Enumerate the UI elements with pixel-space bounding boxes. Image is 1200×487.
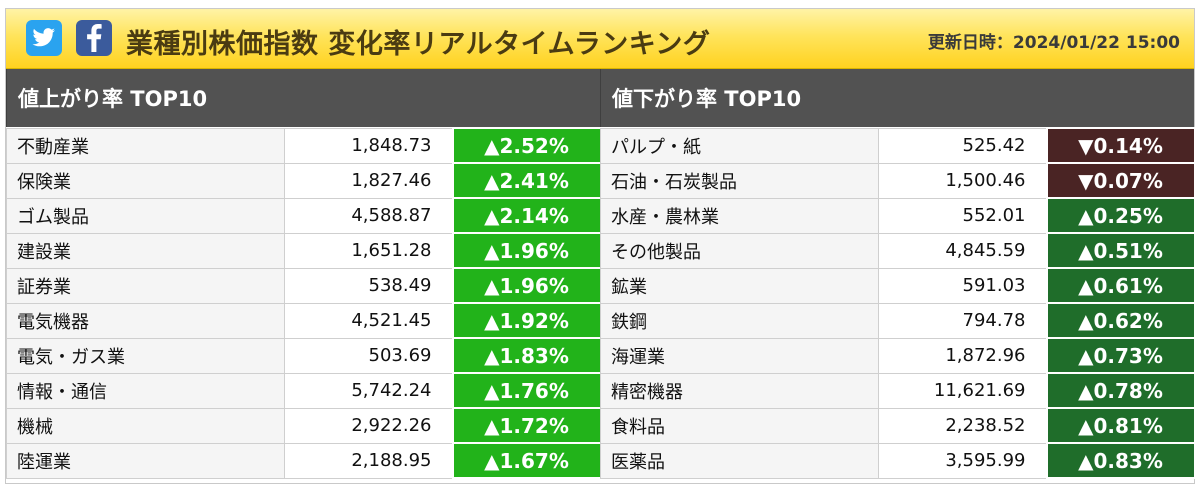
table-row: 水産・農林業 552.01 ▲0.25% — [600, 197, 1196, 234]
index-value: 2,238.52 — [878, 407, 1047, 444]
change-rate-badge: ▲0.78% — [1045, 372, 1196, 409]
page-title: 業種別株価指数 変化率リアルタイムランキング — [126, 29, 711, 60]
table-row: 陸運業 2,188.95 ▲1.67% — [6, 442, 602, 479]
index-value: 1,500.46 — [878, 162, 1047, 199]
sector-name: 電気機器 — [6, 302, 285, 339]
index-value: 1,872.96 — [878, 337, 1047, 374]
index-value: 1,827.46 — [284, 162, 453, 199]
sector-name: 鉱業 — [600, 267, 879, 304]
losers-heading: 値下がり率 TOP10 — [600, 69, 1194, 127]
table-row: 電気・ガス業 503.69 ▲1.83% — [6, 337, 602, 374]
index-value: 4,521.45 — [284, 302, 453, 339]
sector-name: パルプ・紙 — [600, 127, 879, 164]
table-row: 電気機器 4,521.45 ▲1.92% — [6, 302, 602, 339]
change-rate-badge: ▼0.14% — [1045, 127, 1196, 164]
facebook-icon — [87, 24, 102, 52]
index-value: 525.42 — [878, 127, 1047, 164]
index-value: 552.01 — [878, 197, 1047, 234]
table-row: パルプ・紙 525.42 ▼0.14% — [600, 127, 1196, 164]
table-row: 不動産業 1,848.73 ▲2.52% — [6, 127, 602, 164]
twitter-share-button[interactable] — [26, 20, 62, 56]
table-row: 建設業 1,651.28 ▲1.96% — [6, 232, 602, 269]
index-value: 4,588.87 — [284, 197, 453, 234]
change-rate-badge: ▲2.14% — [451, 197, 602, 234]
sector-name: 鉄鋼 — [600, 302, 879, 339]
index-value: 4,845.59 — [878, 232, 1047, 269]
sector-name: ゴム製品 — [6, 197, 285, 234]
table-row: その他製品 4,845.59 ▲0.51% — [600, 232, 1196, 269]
index-value: 1,848.73 — [284, 127, 453, 164]
sector-name: 機械 — [6, 407, 285, 444]
change-rate-badge: ▲2.52% — [451, 127, 602, 164]
sector-name: 陸運業 — [6, 442, 285, 479]
sector-name: 証券業 — [6, 267, 285, 304]
title-bar: 業種別株価指数 変化率リアルタイムランキング 更新日時：2024/01/22 1… — [6, 9, 1194, 69]
index-value: 538.49 — [284, 267, 453, 304]
sector-name: 保険業 — [6, 162, 285, 199]
gainers-table: 不動産業 1,848.73 ▲2.52% 保険業 1,827.46 ▲2.41% ゴム製品 4… — [6, 127, 602, 479]
table-row: 証券業 538.49 ▲1.96% — [6, 267, 602, 304]
change-rate-badge: ▲0.73% — [1045, 337, 1196, 374]
sector-name: 石油・石炭製品 — [600, 162, 879, 199]
index-value: 794.78 — [878, 302, 1047, 339]
gainers-heading: 値上がり率 TOP10 — [6, 69, 600, 127]
change-rate-badge: ▲1.96% — [451, 232, 602, 269]
table-row: 石油・石炭製品 1,500.46 ▼0.07% — [600, 162, 1196, 199]
change-rate-badge: ▼0.07% — [1045, 162, 1196, 199]
index-value: 1,651.28 — [284, 232, 453, 269]
change-rate-badge: ▲1.92% — [451, 302, 602, 339]
table-row: 情報・通信 5,742.24 ▲1.76% — [6, 372, 602, 409]
table-row: 精密機器 11,621.69 ▲0.78% — [600, 372, 1196, 409]
sector-name: 電気・ガス業 — [6, 337, 285, 374]
updated-timestamp: 更新日時：2024/01/22 15:00 — [927, 33, 1180, 53]
change-rate-badge: ▲0.83% — [1045, 442, 1196, 479]
losers-table: パルプ・紙 525.42 ▼0.14% 石油・石炭製品 1,500.46 ▼0.07% 水産… — [600, 127, 1196, 479]
index-value: 503.69 — [284, 337, 453, 374]
sector-name: 食料品 — [600, 407, 879, 444]
sector-name: 建設業 — [6, 232, 285, 269]
index-value: 2,188.95 — [284, 442, 453, 479]
sector-name: その他製品 — [600, 232, 879, 269]
index-value: 2,922.26 — [284, 407, 453, 444]
index-value: 5,742.24 — [284, 372, 453, 409]
table-row: 食料品 2,238.52 ▲0.81% — [600, 407, 1196, 444]
sector-name: 海運業 — [600, 337, 879, 374]
facebook-share-button[interactable] — [76, 20, 112, 56]
sector-name: 水産・農林業 — [600, 197, 879, 234]
index-value: 3,595.99 — [878, 442, 1047, 479]
losers-panel: 値下がり率 TOP10 パルプ・紙 525.42 ▼0.14% 石油・石炭製品 1,50… — [600, 69, 1196, 479]
change-rate-badge: ▲1.76% — [451, 372, 602, 409]
change-rate-badge: ▲0.62% — [1045, 302, 1196, 339]
sector-name: 精密機器 — [600, 372, 879, 409]
table-row: 機械 2,922.26 ▲1.72% — [6, 407, 602, 444]
table-row: 鉱業 591.03 ▲0.61% — [600, 267, 1196, 304]
change-rate-badge: ▲1.72% — [451, 407, 602, 444]
sector-name: 不動産業 — [6, 127, 285, 164]
table-row: 鉄鋼 794.78 ▲0.62% — [600, 302, 1196, 339]
index-value: 591.03 — [878, 267, 1047, 304]
change-rate-badge: ▲1.67% — [451, 442, 602, 479]
change-rate-badge: ▲0.81% — [1045, 407, 1196, 444]
change-rate-badge: ▲0.25% — [1045, 197, 1196, 234]
change-rate-badge: ▲1.83% — [451, 337, 602, 374]
ranking-widget: 業種別株価指数 変化率リアルタイムランキング 更新日時：2024/01/22 1… — [5, 8, 1196, 484]
index-value: 11,621.69 — [878, 372, 1047, 409]
table-row: ゴム製品 4,588.87 ▲2.14% — [6, 197, 602, 234]
change-rate-badge: ▲0.51% — [1045, 232, 1196, 269]
twitter-icon — [32, 28, 55, 47]
table-row: 医薬品 3,595.99 ▲0.83% — [600, 442, 1196, 479]
sector-name: 医薬品 — [600, 442, 879, 479]
change-rate-badge: ▲2.41% — [451, 162, 602, 199]
gainers-panel: 値上がり率 TOP10 不動産業 1,848.73 ▲2.52% 保険業 1,827.4… — [6, 69, 602, 479]
table-row: 保険業 1,827.46 ▲2.41% — [6, 162, 602, 199]
change-rate-badge: ▲0.61% — [1045, 267, 1196, 304]
sector-name: 情報・通信 — [6, 372, 285, 409]
table-row: 海運業 1,872.96 ▲0.73% — [600, 337, 1196, 374]
change-rate-badge: ▲1.96% — [451, 267, 602, 304]
